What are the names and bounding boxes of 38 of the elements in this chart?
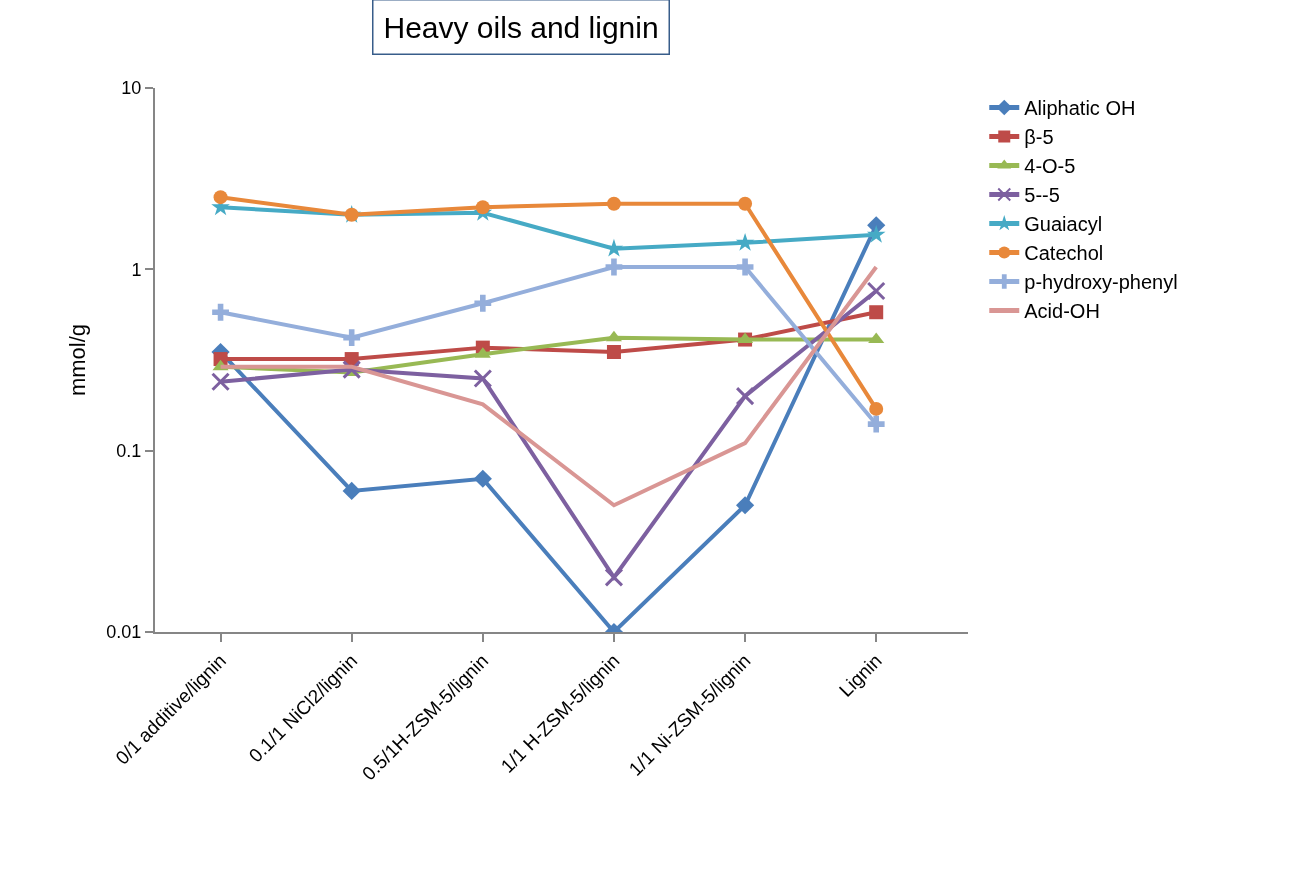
point: [868, 332, 885, 344]
point: [213, 190, 228, 205]
legend-label: Catechol: [1024, 242, 1104, 265]
point: [473, 469, 492, 488]
legend-label: Acid-OH: [1024, 300, 1100, 323]
y-tick-label: 1: [131, 259, 142, 280]
point: [475, 200, 490, 215]
legend-label: β-5: [1024, 126, 1054, 149]
legend-label: 4-O-5: [1024, 155, 1076, 178]
point: [342, 481, 361, 500]
point: [866, 225, 886, 243]
y-axis-title: mmol/g: [64, 323, 90, 397]
point: [736, 258, 754, 276]
legend-label: 5--5: [1024, 184, 1060, 207]
point: [604, 567, 624, 587]
point: [212, 303, 229, 321]
chart-title: Heavy oils and lignin: [383, 10, 659, 44]
point: [735, 386, 755, 406]
y-tick-label: 0.01: [106, 622, 142, 643]
point: [866, 281, 886, 301]
point: [211, 372, 231, 392]
legend-label: p-hydroxy-phenyl: [1024, 271, 1178, 294]
y-tick-label: 0.1: [116, 440, 142, 461]
y-tick-label: 10: [121, 78, 142, 99]
point: [735, 496, 755, 515]
point: [474, 294, 492, 312]
point: [735, 233, 755, 251]
point: [605, 258, 623, 276]
legend-label: Guaiacyl: [1024, 213, 1103, 236]
point: [867, 415, 885, 433]
point: [606, 196, 621, 211]
point: [738, 196, 753, 211]
point: [473, 369, 493, 389]
point: [869, 305, 884, 320]
point: [343, 329, 361, 347]
point: [869, 401, 884, 416]
legend-label: Aliphatic OH: [1024, 97, 1136, 120]
point: [606, 345, 621, 360]
